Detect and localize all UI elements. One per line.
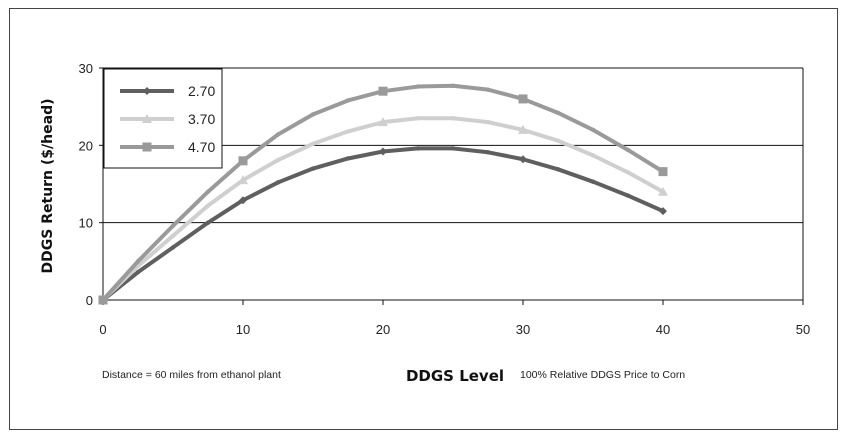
point-2.70-27.5 (485, 150, 491, 155)
point-3.70-5 (170, 233, 176, 239)
point-4.70-17.5 (345, 98, 351, 103)
legend-label-2.70: 2.70 (188, 83, 215, 99)
point-4.70-10 (238, 156, 248, 166)
x-tick-label-10: 10 (236, 322, 250, 337)
legend-label-3.70: 3.70 (188, 111, 215, 127)
y-tick-label-20: 20 (79, 138, 93, 153)
point-2.70-25 (450, 146, 456, 151)
legend-marker-2.70 (143, 87, 151, 95)
point-3.70-27.5 (485, 119, 491, 125)
x-tick-label-20: 20 (376, 322, 390, 337)
y-tick-label-30: 30 (79, 61, 93, 76)
point-3.70-7.5 (205, 203, 211, 208)
axes: 0 10 20 30 0 10 20 30 40 50 (79, 61, 811, 337)
distance-note: Distance = 60 miles from ethanol plant (102, 369, 281, 381)
x-tick-label-50: 50 (796, 322, 810, 337)
point-3.70-35 (590, 153, 596, 158)
point-3.70-10 (238, 175, 248, 185)
point-4.70-40 (658, 167, 668, 177)
point-4.70-35 (590, 127, 596, 133)
series-2.70 (99, 146, 667, 304)
point-4.70-0 (98, 295, 108, 305)
x-axis-label: DDGS Level (406, 367, 504, 385)
point-2.70-32.5 (555, 167, 561, 172)
x-tick-label-40: 40 (656, 322, 670, 337)
point-2.70-35 (590, 179, 596, 184)
point-2.70-2.5 (135, 269, 141, 275)
x-tick-label-0: 0 (99, 322, 106, 337)
point-2.70-17.5 (345, 156, 351, 161)
legend-label-4.70: 4.70 (188, 139, 215, 155)
point-4.70-12.5 (275, 132, 281, 137)
point-3.70-30 (518, 124, 528, 134)
point-3.70-12.5 (275, 157, 281, 163)
point-3.70-17.5 (345, 129, 351, 134)
legend: 2.70 3.70 4.70 (103, 68, 223, 169)
price-note: 100% Relative DDGS Price to Corn (520, 369, 685, 381)
point-2.70-40 (659, 207, 667, 216)
point-3.70-37.5 (625, 170, 631, 175)
point-2.70-22.5 (415, 146, 421, 151)
series-group (98, 83, 668, 305)
point-4.70-30 (518, 94, 528, 104)
point-3.70-15 (310, 141, 316, 146)
point-2.70-30 (519, 155, 527, 164)
point-2.70-10 (239, 196, 247, 205)
series-4.70 (98, 83, 668, 305)
point-4.70-25 (450, 83, 456, 88)
point-3.70-32.5 (555, 138, 561, 143)
point-2.70-7.5 (205, 220, 211, 225)
point-4.70-7.5 (205, 189, 211, 194)
point-4.70-37.5 (625, 147, 631, 153)
point-2.70-12.5 (275, 180, 281, 185)
point-4.70-2.5 (135, 259, 141, 264)
point-4.70-22.5 (415, 84, 421, 89)
legend-marker-3.70 (142, 114, 152, 123)
legend-marker-4.70 (142, 142, 152, 152)
point-3.70-40 (658, 186, 668, 196)
y-axis-label: DDGS Return ($/head) (40, 99, 56, 274)
point-2.70-15 (310, 166, 316, 171)
point-3.70-22.5 (415, 116, 421, 121)
point-2.70-37.5 (625, 193, 631, 198)
point-2.70-5 (170, 245, 176, 250)
point-2.70-20 (379, 147, 387, 156)
point-4.70-27.5 (485, 87, 491, 92)
y-tick-label-10: 10 (79, 216, 93, 231)
point-4.70-20 (378, 86, 388, 96)
point-4.70-32.5 (555, 110, 561, 116)
x-tick-label-30: 30 (516, 322, 530, 337)
point-3.70-25 (450, 116, 456, 121)
y-tick-label-0: 0 (86, 293, 93, 308)
point-4.70-5 (170, 223, 176, 228)
point-4.70-15 (310, 112, 316, 117)
point-3.70-20 (378, 117, 388, 127)
